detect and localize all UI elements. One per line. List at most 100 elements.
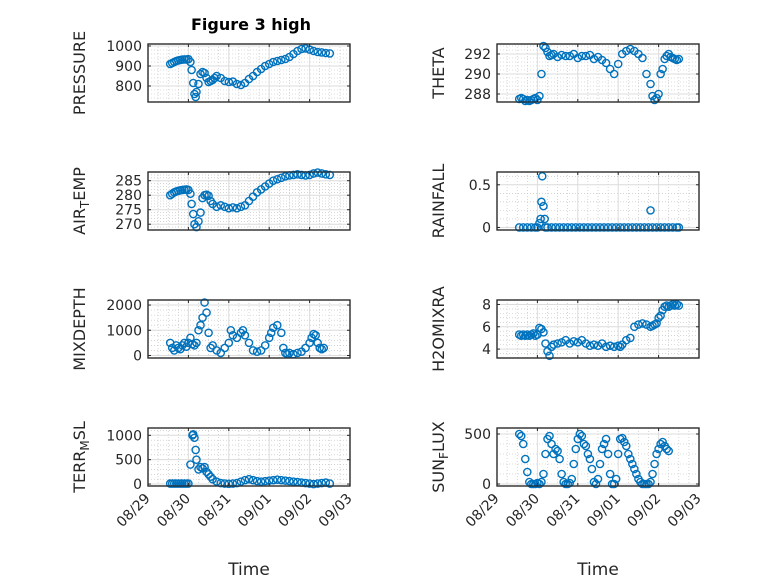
data-point (626, 454, 635, 464)
data-point (200, 68, 209, 78)
data-point (281, 54, 290, 64)
data-point (644, 223, 653, 232)
subplot-pressure: 800 900 1000 PRESSURE (70, 31, 351, 115)
data-point (523, 223, 532, 232)
data-point (272, 475, 282, 484)
data-point (212, 71, 221, 81)
axes-frame (496, 171, 700, 231)
data-point (309, 46, 318, 56)
data-point (656, 311, 665, 320)
data-point (279, 343, 288, 353)
data-point (272, 56, 282, 66)
data-point (188, 78, 198, 88)
data-point (311, 331, 320, 340)
data-point (256, 477, 266, 486)
y-tick-label: 1000 (106, 323, 142, 339)
y-axis-label: PRESSURE (70, 31, 89, 115)
data-point (674, 54, 684, 64)
data-point (252, 476, 262, 486)
x-tick-label: 08/31 (195, 491, 235, 531)
x-axis-label: Time (576, 560, 619, 580)
data-point (268, 57, 278, 67)
data-point (518, 223, 528, 232)
data-point (260, 476, 270, 486)
figure-title: Figure 3 high (191, 15, 311, 34)
data-point (537, 197, 546, 207)
data-point (595, 459, 605, 469)
data-point (194, 216, 203, 226)
data-point (527, 223, 536, 232)
axes-border (147, 299, 351, 359)
data-point (533, 95, 542, 105)
data-point (190, 341, 199, 350)
data-point (615, 223, 625, 232)
data-point (660, 223, 669, 232)
x-tick-label: 09/01 (235, 491, 275, 531)
data-point (187, 65, 196, 75)
data-point (196, 462, 205, 472)
data-point (194, 325, 203, 335)
data-point (252, 347, 262, 356)
data-point (619, 223, 629, 232)
data-point (607, 223, 617, 232)
data-point (325, 479, 335, 488)
data-point (609, 342, 619, 352)
data-point (658, 437, 667, 447)
data-point (628, 459, 637, 469)
y-tick-label: 292 (464, 47, 491, 63)
data-point (567, 474, 577, 484)
data-point (236, 477, 246, 486)
data-point (196, 320, 205, 330)
data-point (216, 201, 226, 210)
data-point (186, 189, 195, 199)
data-point (617, 433, 627, 443)
data-point (553, 339, 562, 348)
data-point (589, 340, 599, 349)
data-point (613, 59, 623, 69)
x-tick-label: 09/02 (624, 491, 664, 531)
y-tick-label: 285 (115, 174, 142, 190)
axes-border (496, 43, 700, 103)
data-point (553, 52, 562, 62)
data-point (652, 319, 661, 328)
axes-border (147, 43, 351, 103)
data-point (325, 170, 335, 180)
data-point (535, 479, 544, 489)
data-point (220, 202, 230, 212)
data-point (549, 340, 558, 349)
data-point (236, 202, 246, 212)
data-point (615, 342, 625, 352)
x-tick-label: 09/01 (584, 491, 624, 531)
data-point (543, 223, 552, 232)
data-point (317, 48, 327, 57)
axes-frame (496, 427, 700, 487)
data-point (621, 46, 631, 56)
data-point (605, 469, 615, 479)
subplot-terr-m-sl: 0 500 1000 TERRMSL 08/29 08/30 08/31 09/01 09/02… (70, 421, 356, 580)
data-point (305, 170, 314, 180)
data-point (601, 342, 611, 352)
data-point (321, 48, 331, 58)
data-point (565, 478, 575, 488)
data-point (192, 455, 201, 464)
x-axis-label: Time (227, 560, 270, 580)
data-point (609, 69, 619, 79)
data-point (539, 469, 548, 479)
data-point (202, 308, 211, 317)
data-point (191, 92, 200, 102)
x-tick-label: 09/03 (316, 491, 356, 531)
data-point (285, 348, 294, 358)
data-point (539, 41, 548, 51)
x-tick-label: 09/03 (665, 491, 705, 531)
data-point (539, 328, 548, 337)
data-point (575, 223, 585, 232)
data-point (260, 61, 270, 71)
data-point (674, 223, 684, 232)
data-point (226, 325, 236, 335)
data-point (317, 169, 327, 178)
data-point (585, 341, 595, 351)
data-point (192, 222, 201, 232)
subplot-h2omixra: 4 6 8 H2OMIXRA (429, 286, 700, 372)
data-point (577, 51, 587, 61)
data-point (540, 214, 549, 224)
